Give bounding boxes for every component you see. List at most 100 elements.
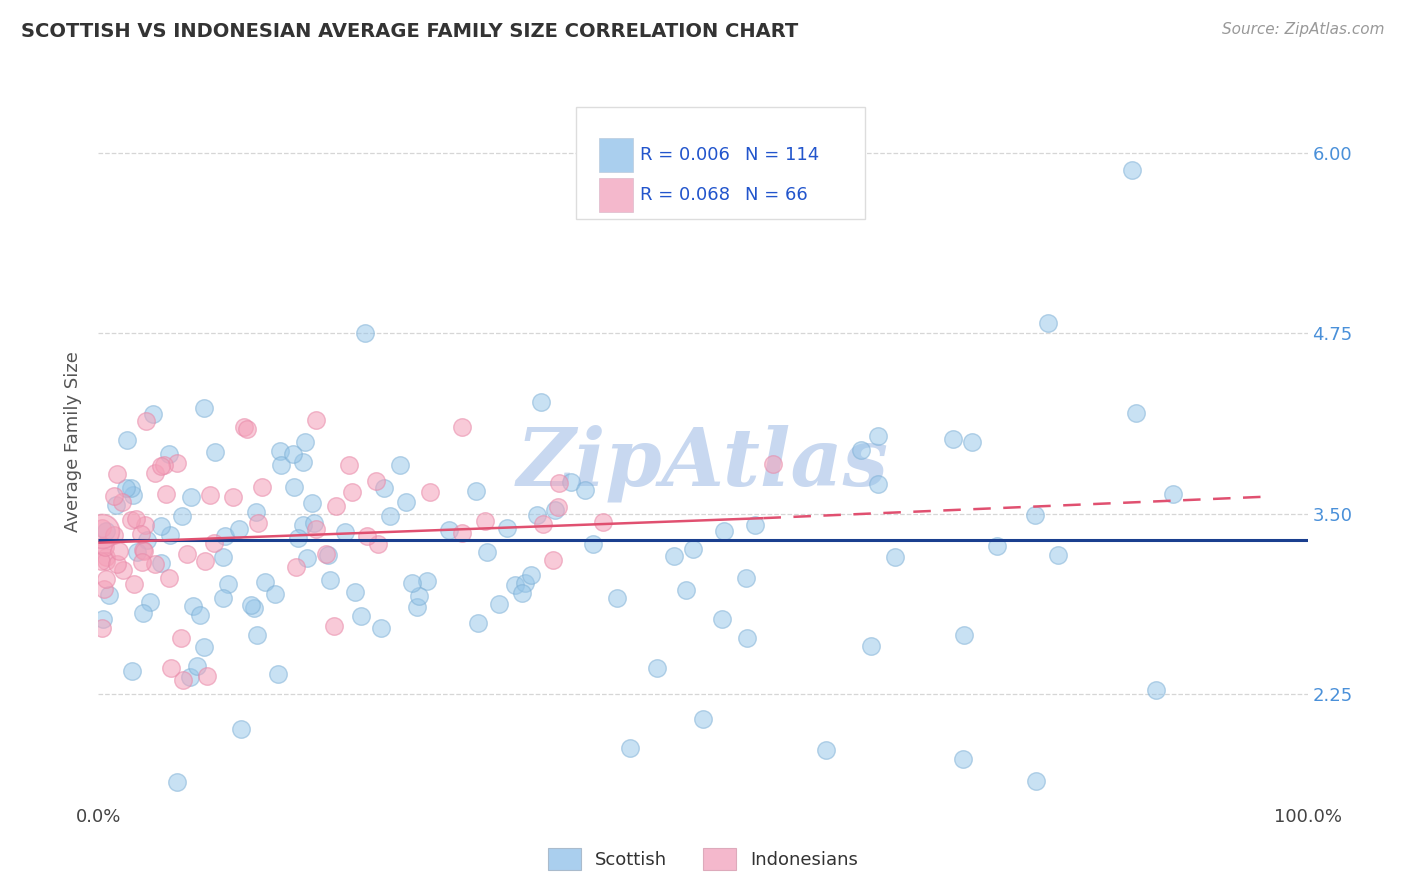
Point xyxy=(231,723,253,737)
Point xyxy=(181,599,204,613)
Point xyxy=(1161,487,1184,501)
Point xyxy=(269,444,291,458)
Point xyxy=(952,752,974,766)
Point xyxy=(416,574,439,588)
Point xyxy=(319,574,342,588)
Point xyxy=(105,558,128,572)
Point xyxy=(194,554,217,568)
Point xyxy=(333,525,356,540)
Point xyxy=(884,550,907,565)
Point xyxy=(325,499,347,513)
Point xyxy=(111,563,134,577)
Point xyxy=(364,474,387,488)
Point xyxy=(295,551,318,566)
Point xyxy=(149,459,172,474)
Point xyxy=(236,421,259,435)
Point xyxy=(180,490,202,504)
Point xyxy=(354,326,377,340)
Point xyxy=(305,413,328,427)
Point xyxy=(129,526,152,541)
Text: R = 0.006: R = 0.006 xyxy=(640,146,730,164)
Point xyxy=(815,743,838,757)
Point xyxy=(217,577,239,591)
Point xyxy=(94,572,117,586)
Point xyxy=(202,535,225,549)
Point xyxy=(645,661,668,675)
Point xyxy=(547,500,569,514)
Point xyxy=(120,481,142,495)
Point xyxy=(682,542,704,557)
Point xyxy=(105,467,128,482)
Point xyxy=(467,615,489,630)
Point xyxy=(170,631,193,645)
Point xyxy=(103,489,125,503)
Legend: Scottish, Indonesians: Scottish, Indonesians xyxy=(541,840,865,877)
Point xyxy=(96,549,118,564)
Point xyxy=(159,661,181,675)
Point xyxy=(142,407,165,421)
Point xyxy=(98,589,121,603)
Point xyxy=(115,434,138,448)
Point xyxy=(292,517,315,532)
Point xyxy=(735,631,758,645)
Point xyxy=(762,457,785,471)
Point xyxy=(228,522,250,536)
Point xyxy=(942,432,965,446)
Point xyxy=(1146,683,1168,698)
Point xyxy=(419,485,441,500)
Point xyxy=(150,556,173,570)
Point xyxy=(548,476,571,491)
Point xyxy=(592,515,614,529)
Point xyxy=(405,600,427,615)
Point xyxy=(526,508,548,522)
Point xyxy=(239,599,262,613)
Point xyxy=(713,524,735,539)
Point xyxy=(744,518,766,533)
Point xyxy=(172,673,194,687)
Point xyxy=(304,516,326,530)
Point xyxy=(510,586,533,600)
Point xyxy=(91,621,114,635)
Point xyxy=(474,514,496,528)
Text: Source: ZipAtlas.com: Source: ZipAtlas.com xyxy=(1222,22,1385,37)
Point xyxy=(179,670,201,684)
Point xyxy=(139,594,162,608)
Point xyxy=(193,401,215,415)
Point xyxy=(143,557,166,571)
Point xyxy=(155,487,177,501)
Point xyxy=(408,589,430,603)
Point xyxy=(301,496,323,510)
Point xyxy=(986,539,1008,553)
Point xyxy=(198,488,221,502)
Point xyxy=(582,537,605,551)
Point xyxy=(108,543,131,558)
Point xyxy=(395,494,418,508)
Text: R = 0.068: R = 0.068 xyxy=(640,186,730,203)
Text: ZipAtlas: ZipAtlas xyxy=(517,425,889,502)
Point xyxy=(247,516,270,530)
Point xyxy=(606,591,628,605)
Point xyxy=(267,667,290,681)
Point xyxy=(574,483,596,497)
Point xyxy=(291,455,314,469)
Point xyxy=(1024,508,1046,523)
Point xyxy=(860,639,883,653)
Point xyxy=(94,553,117,567)
Point xyxy=(120,513,142,527)
Point xyxy=(166,775,188,789)
Point xyxy=(270,458,292,472)
Point xyxy=(212,549,235,564)
Point xyxy=(104,498,127,512)
Point xyxy=(350,609,373,624)
Point xyxy=(94,524,117,538)
Point xyxy=(214,529,236,543)
Point xyxy=(252,480,274,494)
Point xyxy=(122,488,145,502)
Point xyxy=(111,494,134,508)
Point xyxy=(619,740,641,755)
Point xyxy=(866,429,889,443)
Point xyxy=(305,522,328,536)
Point xyxy=(176,547,198,561)
Point xyxy=(243,600,266,615)
Point xyxy=(245,506,267,520)
